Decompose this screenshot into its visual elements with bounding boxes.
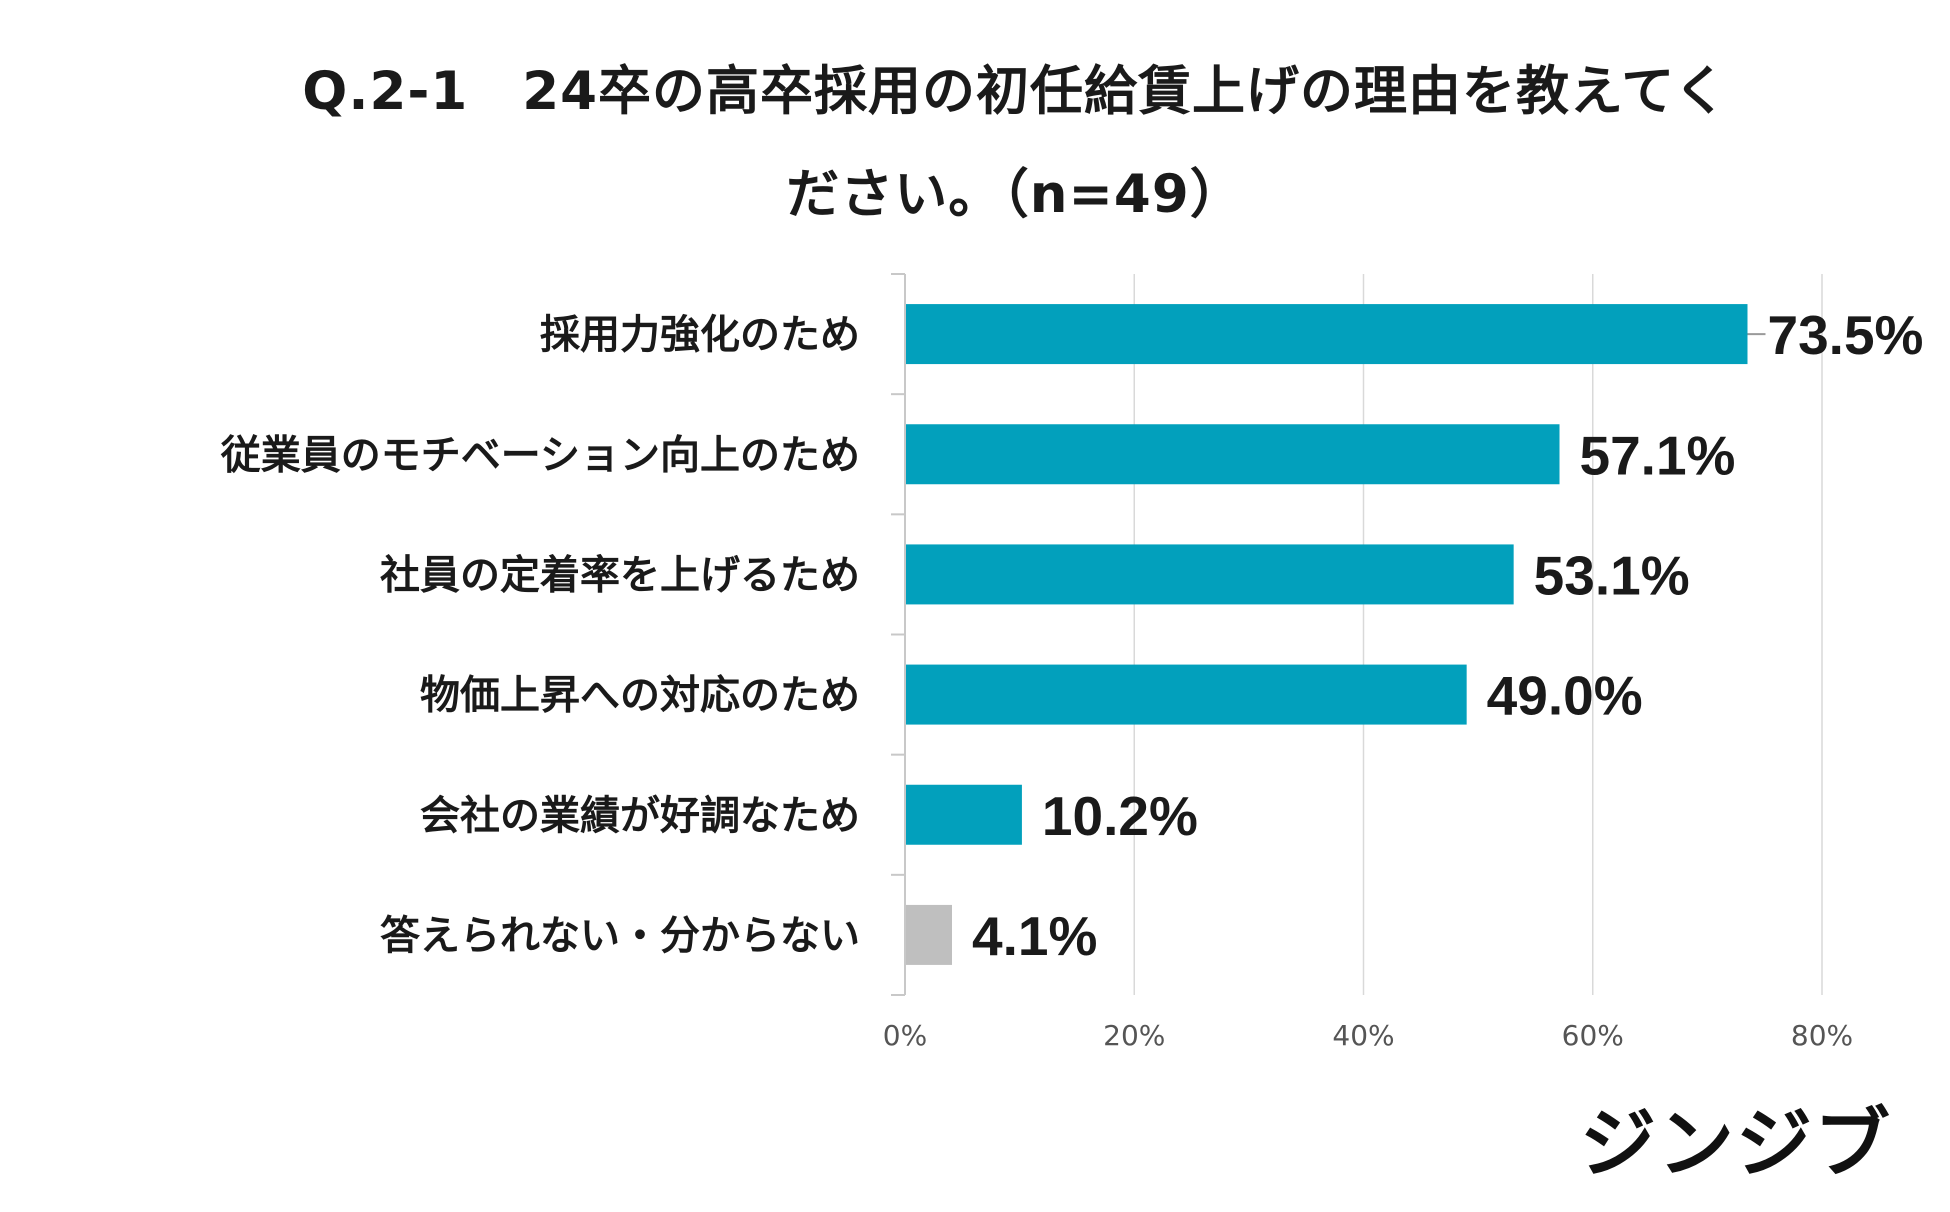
category-label: 物価上昇への対応のため [420, 673, 860, 719]
bar [906, 304, 1748, 365]
value-label: 73.5% [1767, 304, 1923, 366]
category-label: 社員の定着率を上げるため [380, 552, 860, 598]
value-label: 57.1% [1580, 424, 1736, 486]
x-tick-label: 40% [1332, 1019, 1394, 1052]
bar [906, 424, 1560, 485]
category-label: 会社の業績が好調なため [420, 793, 860, 839]
value-label: 4.1% [972, 905, 1097, 967]
bar [906, 544, 1514, 605]
x-tick-label: 80% [1791, 1019, 1853, 1052]
bar [906, 904, 952, 965]
category-label: 採用力強化のため [540, 312, 860, 358]
chart-title-line-1: Q.2-1 24卒の高卒採用の初任給賃上げの理由を教えてく [302, 61, 1728, 122]
chart-title: Q.2-1 24卒の高卒採用の初任給賃上げの理由を教えてく ださい。（n=49） [250, 40, 1780, 246]
category-label: 従業員のモチベーション向上のため [220, 432, 860, 478]
value-label: 53.1% [1534, 544, 1690, 606]
x-tick-label: 20% [1103, 1019, 1165, 1052]
bar [906, 784, 1022, 845]
category-label: 答えられない・分からない [380, 913, 860, 959]
x-tick-label: 0% [883, 1019, 927, 1052]
value-label: 10.2% [1042, 785, 1198, 847]
value-label: 49.0% [1487, 665, 1643, 727]
brand-logo: ジンジブ [1580, 1099, 1892, 1188]
x-tick-label: 60% [1562, 1019, 1624, 1052]
chart-title-line-2: ださい。（n=49） [786, 164, 1244, 225]
bar [906, 664, 1467, 725]
